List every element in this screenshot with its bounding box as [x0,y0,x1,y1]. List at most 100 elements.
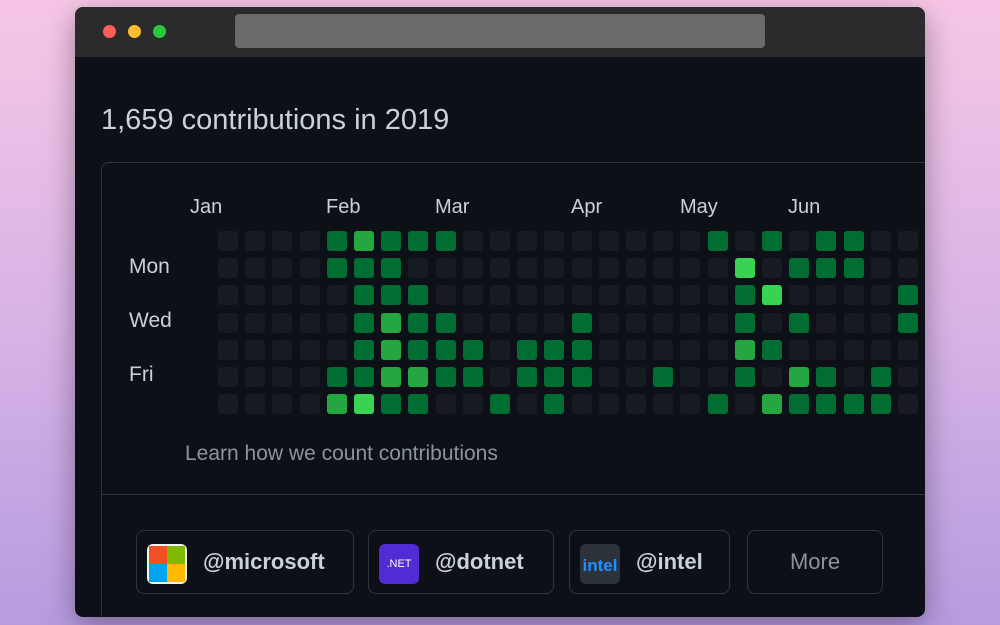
contribution-day-cell[interactable] [462,339,483,360]
contribution-day-cell[interactable] [381,258,402,279]
contribution-day-cell[interactable] [789,394,810,415]
contribution-day-cell[interactable] [408,231,429,251]
contribution-day-cell[interactable] [299,367,320,387]
contribution-day-cell[interactable] [870,367,891,387]
contribution-day-cell[interactable] [381,231,402,251]
contribution-day-cell[interactable] [789,339,810,360]
contribution-day-cell[interactable] [544,367,565,387]
contribution-day-cell[interactable] [571,367,592,387]
contribution-day-cell[interactable] [354,312,374,333]
contribution-day-cell[interactable] [898,231,918,251]
contribution-day-cell[interactable] [898,312,918,333]
contribution-day-cell[interactable] [490,312,510,333]
contribution-day-cell[interactable] [408,394,429,415]
contribution-day-cell[interactable] [898,258,918,279]
contribution-day-cell[interactable] [435,339,456,360]
contribution-day-cell[interactable] [680,339,701,360]
contribution-day-cell[interactable] [789,367,810,387]
contribution-day-cell[interactable] [490,231,510,251]
contribution-day-cell[interactable] [816,312,837,333]
contribution-day-cell[interactable] [843,312,864,333]
contribution-day-cell[interactable] [381,285,402,306]
contribution-day-cell[interactable] [789,231,810,251]
contribution-day-cell[interactable] [544,339,565,360]
contribution-day-cell[interactable] [490,394,510,415]
contribution-day-cell[interactable] [707,285,728,306]
contribution-day-cell[interactable] [299,312,320,333]
contribution-day-cell[interactable] [734,394,755,415]
contribution-day-cell[interactable] [354,258,374,279]
contribution-day-cell[interactable] [245,285,266,306]
contribution-day-cell[interactable] [490,285,510,306]
contribution-day-cell[interactable] [626,231,646,251]
contribution-day-cell[interactable] [653,367,674,387]
contribution-day-cell[interactable] [326,231,347,251]
contribution-day-cell[interactable] [626,394,646,415]
contribution-day-cell[interactable] [245,231,266,251]
contribution-day-cell[interactable] [762,312,782,333]
contribution-day-cell[interactable] [598,285,619,306]
contribution-day-cell[interactable] [571,312,592,333]
contribution-day-cell[interactable] [707,231,728,251]
org-badge-dotnet[interactable]: .NET @dotnet [368,530,554,594]
contribution-day-cell[interactable] [299,285,320,306]
contribution-day-cell[interactable] [680,367,701,387]
contribution-day-cell[interactable] [789,258,810,279]
contribution-day-cell[interactable] [762,231,782,251]
contribution-day-cell[interactable] [272,258,293,279]
contribution-day-cell[interactable] [408,285,429,306]
contribution-day-cell[interactable] [517,312,538,333]
contribution-day-cell[interactable] [816,258,837,279]
contribution-day-cell[interactable] [762,394,782,415]
address-bar[interactable] [235,14,765,48]
contribution-day-cell[interactable] [408,367,429,387]
contribution-day-cell[interactable] [626,285,646,306]
contribution-day-cell[interactable] [898,285,918,306]
contribution-day-cell[interactable] [517,285,538,306]
contribution-day-cell[interactable] [707,339,728,360]
contribution-day-cell[interactable] [680,394,701,415]
contribution-day-cell[interactable] [734,231,755,251]
contribution-day-cell[interactable] [762,285,782,306]
contribution-day-cell[interactable] [462,367,483,387]
contribution-day-cell[interactable] [626,339,646,360]
contribution-day-cell[interactable] [870,339,891,360]
contribution-day-cell[interactable] [299,258,320,279]
contribution-day-cell[interactable] [245,258,266,279]
learn-contributions-link[interactable]: Learn how we count contributions [185,442,498,465]
contribution-day-cell[interactable] [354,285,374,306]
contribution-day-cell[interactable] [218,285,238,306]
contribution-day-cell[interactable] [462,285,483,306]
contribution-day-cell[interactable] [789,285,810,306]
contribution-day-cell[interactable] [571,394,592,415]
contribution-day-cell[interactable] [680,231,701,251]
contribution-day-cell[interactable] [218,231,238,251]
contribution-day-cell[interactable] [653,285,674,306]
contribution-day-cell[interactable] [898,367,918,387]
contribution-day-cell[interactable] [544,231,565,251]
contribution-day-cell[interactable] [626,258,646,279]
contribution-day-cell[interactable] [544,394,565,415]
contribution-day-cell[interactable] [843,394,864,415]
contribution-day-cell[interactable] [598,339,619,360]
contribution-day-cell[interactable] [299,339,320,360]
contribution-day-cell[interactable] [843,258,864,279]
contribution-day-cell[interactable] [653,394,674,415]
contribution-day-cell[interactable] [218,312,238,333]
contribution-day-cell[interactable] [843,285,864,306]
minimize-window-button[interactable] [128,25,141,38]
contribution-day-cell[interactable] [816,339,837,360]
contribution-day-cell[interactable] [680,258,701,279]
contribution-day-cell[interactable] [870,285,891,306]
contribution-day-cell[interactable] [218,367,238,387]
contribution-day-cell[interactable] [435,231,456,251]
contribution-day-cell[interactable] [245,394,266,415]
contribution-day-cell[interactable] [762,339,782,360]
contribution-day-cell[interactable] [707,312,728,333]
contribution-day-cell[interactable] [598,312,619,333]
close-window-button[interactable] [103,25,116,38]
contribution-day-cell[interactable] [490,339,510,360]
contribution-day-cell[interactable] [653,312,674,333]
contribution-day-cell[interactable] [517,339,538,360]
contribution-day-cell[interactable] [245,339,266,360]
